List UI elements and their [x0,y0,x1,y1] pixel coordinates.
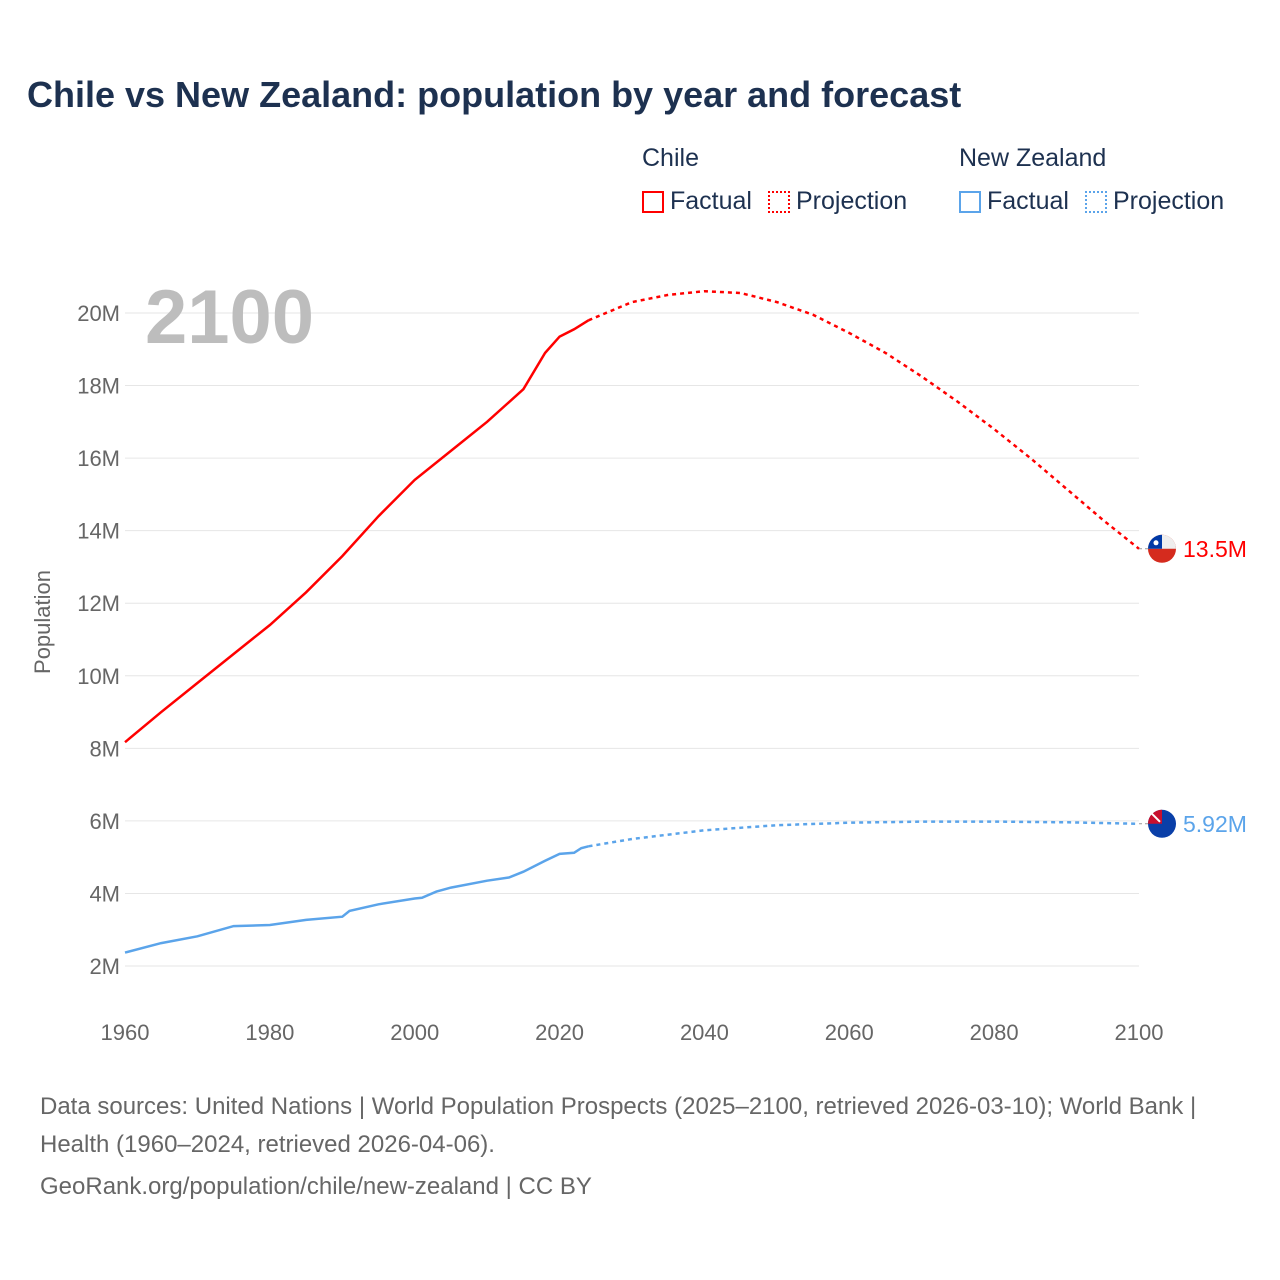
legend-new-zealand: New Zealand Factual Projection [959,144,1224,216]
solid-swatch-icon [642,190,664,213]
chart-title: Chile vs New Zealand: population by year… [27,74,962,115]
y-tick-label: 2M [89,954,120,979]
y-tick-label: 20M [77,301,120,326]
legend-item-chile-factual[interactable]: Factual [642,187,752,216]
chile-projection-line [588,289,1140,550]
legend-label: Projection [795,187,908,215]
y-tick-label: 16M [77,446,120,471]
x-tick-label: 2060 [825,1020,874,1045]
y-tick-label: 4M [89,881,120,906]
credit-link[interactable]: GeoRank.org/population/chile/new-zealand… [40,1173,592,1200]
y-tick-label: 6M [89,809,120,834]
new-zealand-factual-line [124,845,589,954]
y-tick-label: 8M [89,736,120,761]
x-tick-label: 2100 [1115,1020,1164,1045]
y-tick-label: 10M [77,664,120,689]
solid-swatch-icon [959,190,981,213]
legend-chile: Chile Factual Projection [642,144,907,216]
legend-label: Factual [987,187,1069,215]
x-tick-label: 2020 [535,1020,584,1045]
legend-label: Projection [1112,187,1225,215]
legend-item-nz-projection[interactable]: Projection [1084,187,1225,216]
new-zealand-end-label: 5.92M [1183,811,1247,837]
data-sources: Data sources: United Nations | World Pop… [40,1093,1197,1158]
legend-item-chile-projection[interactable]: Projection [767,187,908,216]
legend-label: Factual [670,187,752,215]
x-tick-label: 2080 [970,1020,1019,1045]
x-tick-label: 2000 [390,1020,439,1045]
chile-factual-line [124,319,590,744]
year-watermark: 2100 [145,275,314,360]
footer: Data sources: United Nations | World Pop… [40,1088,1240,1206]
x-tick-label: 1980 [245,1020,294,1045]
legend-group-label: New Zealand [959,144,1107,172]
y-tick-label: 14M [77,519,120,544]
x-tick-label: 1960 [101,1020,150,1045]
x-tick-label: 2040 [680,1020,729,1045]
chile-flag-icon [1148,534,1176,563]
chile-end-label: 13.5M [1183,536,1247,562]
new-zealand-flag-icon [1148,809,1176,838]
y-tick-label: 12M [77,591,120,616]
y-tick-label: 18M [77,374,120,399]
new-zealand-projection-line [588,820,1140,848]
y-axis-label: Population [30,570,55,674]
dotted-swatch-icon [1084,190,1107,213]
dotted-swatch-icon [767,190,790,213]
legend-group-label: Chile [642,144,699,172]
legend-item-nz-factual[interactable]: Factual [959,187,1069,216]
